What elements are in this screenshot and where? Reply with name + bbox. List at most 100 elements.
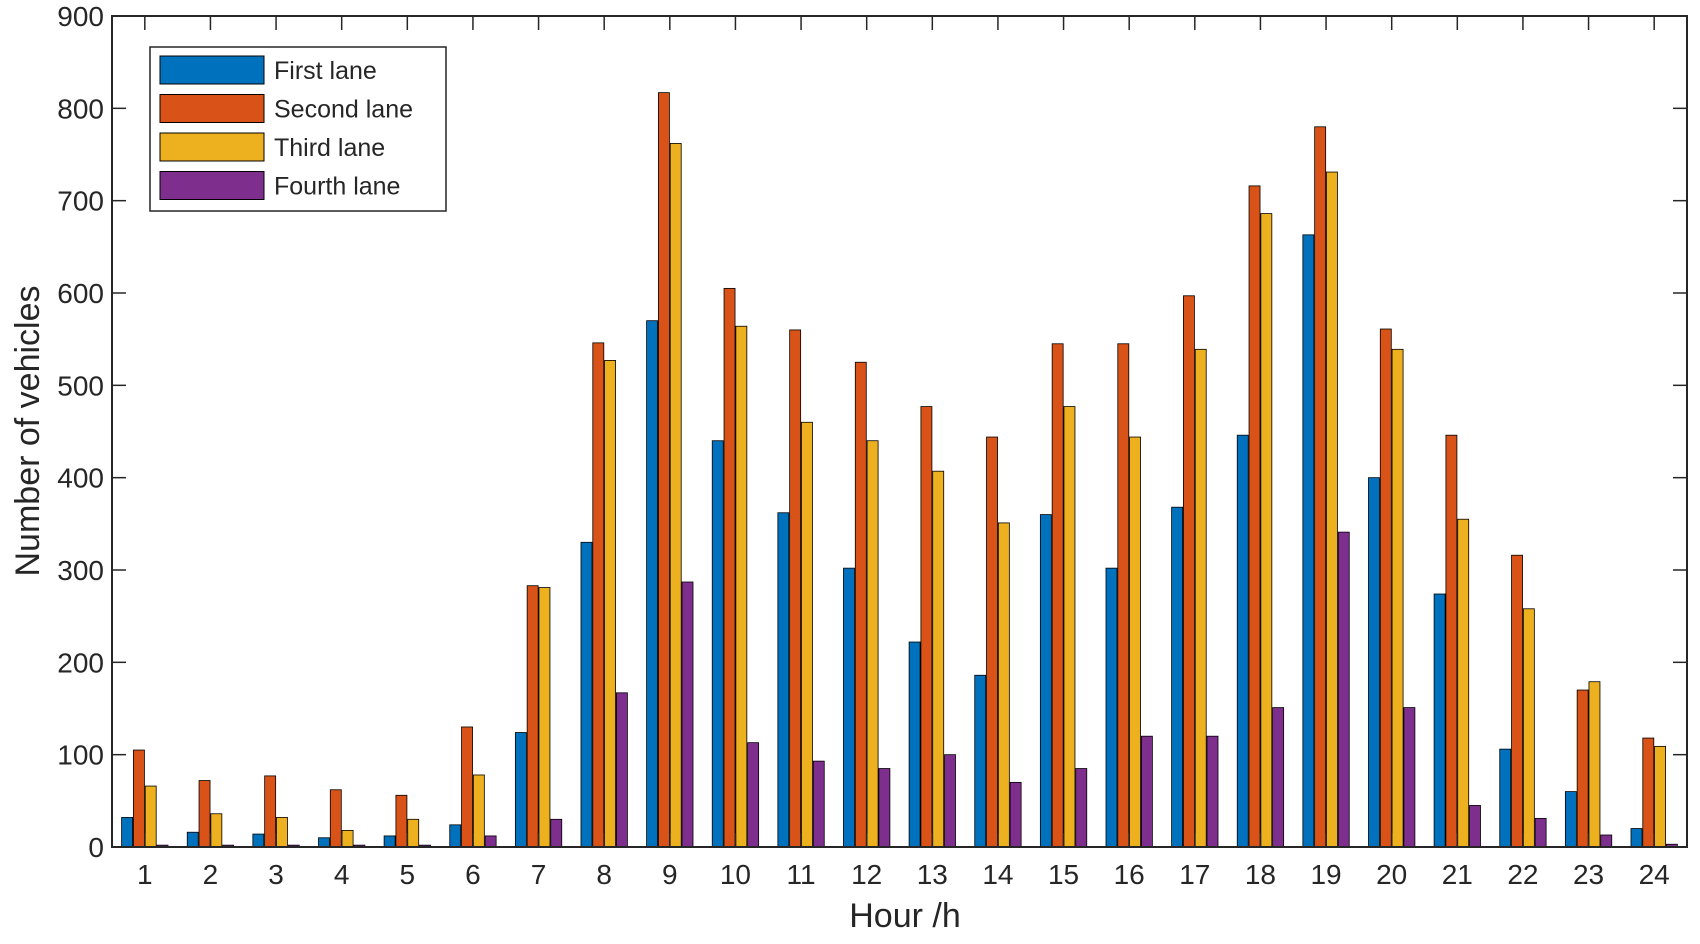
x-axis-label: Hour /h	[849, 897, 961, 935]
bar-series-2-hour-12	[854, 361, 867, 848]
bar-series-3-hour-5	[407, 818, 420, 848]
bar-series-2-hour-17	[1183, 295, 1195, 848]
bar-series-1-hour-21	[1433, 593, 1446, 848]
bar-series-3-hour-21	[1457, 518, 1470, 848]
bar-series-1-hour-9	[646, 320, 659, 848]
bar-series-3-hour-15	[1063, 406, 1076, 848]
bar-series-2-hour-19	[1314, 126, 1327, 848]
bar-series-2-hour-10	[723, 287, 736, 848]
bar-series-2-hour-13	[920, 406, 933, 848]
x-tick-label: 7	[531, 859, 547, 890]
legend-label-1: First lane	[274, 57, 377, 85]
bar-series-3-hour-8	[604, 359, 616, 848]
bar-series-2-hour-15	[1051, 343, 1064, 848]
bar-series-3-hour-9	[669, 143, 682, 848]
x-tick-label: 12	[851, 859, 882, 890]
bar-series-3-hour-2	[210, 813, 223, 848]
bar-series-1-hour-10	[711, 440, 724, 848]
bar-series-2-hour-14	[986, 436, 998, 848]
bar-series-4-hour-9	[681, 581, 694, 848]
bar-series-4-hour-22	[1534, 817, 1547, 848]
bar-series-1-hour-22	[1499, 748, 1512, 848]
bar-series-3-hour-23	[1588, 681, 1601, 848]
bar-series-1-hour-16	[1105, 567, 1118, 848]
x-tick-label: 23	[1573, 859, 1604, 890]
bar-series-1-hour-19	[1302, 234, 1315, 848]
bar-series-4-hour-7	[550, 818, 563, 848]
bar-series-2-hour-20	[1379, 328, 1392, 848]
x-tick-label: 4	[334, 859, 350, 890]
x-axis-ticks: 1 2 3 4 5 6 7 8 9 10 11 12 13 14 15 16 17 18 19 20 21 22 23 24	[137, 16, 1670, 890]
bar-series-3-hour-1	[144, 785, 157, 848]
bar-series-4-hour-14	[1009, 781, 1022, 848]
bar-series-1-hour-15	[1039, 514, 1052, 848]
y-axis-ticks: 0 100 200 300 400 500 600 700 800 900	[57, 1, 1687, 863]
x-tick-label: 6	[465, 859, 481, 890]
legend-swatch-3	[159, 132, 265, 162]
x-tick-label: 15	[1048, 859, 1079, 890]
bar-series-1-hour-17	[1171, 506, 1184, 848]
x-tick-label: 24	[1639, 859, 1670, 890]
bar-series-2-hour-3	[264, 775, 277, 848]
bar-series-3-hour-16	[1129, 436, 1141, 848]
bar-series-4-hour-6	[484, 835, 497, 848]
y-tick-label: 300	[57, 555, 104, 586]
x-tick-label: 11	[787, 859, 816, 890]
bar-series-3-hour-3	[276, 817, 288, 848]
bar-series-4-hour-19	[1337, 531, 1350, 848]
x-tick-label: 19	[1310, 859, 1341, 890]
bar-series-4-hour-8	[615, 692, 628, 848]
bar-series-2-hour-22	[1511, 554, 1523, 848]
bar-series-3-hour-20	[1391, 348, 1404, 848]
legend: First lane Second lane Third lane Fourth la…	[149, 46, 447, 212]
bar-series-1-hour-20	[1368, 477, 1380, 848]
bar-series-2-hour-6	[461, 726, 473, 848]
bar-series-3-hour-19	[1326, 171, 1338, 848]
bar-series-2-hour-9	[658, 92, 670, 848]
bar-series-2-hour-2	[198, 780, 211, 848]
bar-series-4-hour-10	[747, 742, 760, 848]
x-tick-label: 8	[596, 859, 612, 890]
bar-series-2-hour-8	[592, 342, 605, 848]
bar-series-2-hour-21	[1445, 434, 1458, 848]
x-tick-label: 20	[1376, 859, 1407, 890]
y-tick-label: 0	[88, 832, 104, 863]
bar-series-2-hour-24	[1642, 737, 1655, 848]
y-tick-label: 200	[57, 647, 104, 678]
bar-series-1-hour-2	[186, 831, 199, 848]
x-tick-label: 10	[720, 859, 751, 890]
bar-series-2-hour-11	[789, 329, 802, 848]
x-tick-label: 1	[137, 859, 153, 890]
bar-series-2-hour-7	[526, 585, 539, 848]
bar-series-2-hour-18	[1248, 185, 1261, 848]
bar-series-1-hour-4	[318, 837, 330, 848]
bar-series-4-hour-11	[812, 760, 825, 848]
legend-label-2: Second lane	[274, 96, 413, 124]
bar-series-4-hour-23	[1600, 834, 1613, 848]
legend-swatch-2	[159, 94, 265, 123]
bar-series-3-hour-14	[997, 522, 1010, 848]
x-tick-label: 16	[1114, 859, 1145, 890]
bar-series-4-hour-13	[944, 754, 956, 848]
bar-series-2-hour-1	[133, 749, 145, 848]
x-tick-label: 13	[917, 859, 948, 890]
bar-series-4-hour-12	[878, 768, 891, 848]
bar-series-1-hour-13	[908, 641, 921, 848]
plot-area-frame	[111, 15, 1688, 848]
bar-series-4-hour-21	[1469, 805, 1481, 848]
bar-series-1-hour-5	[383, 835, 396, 848]
bar-series-1-hour-23	[1564, 791, 1577, 848]
bar-series-1-hour-7	[514, 732, 527, 848]
legend-swatch-1	[159, 55, 265, 85]
x-tick-label: 2	[203, 859, 219, 890]
y-tick-label: 900	[57, 1, 104, 32]
y-tick-label: 400	[57, 463, 104, 494]
x-tick-label: 22	[1507, 859, 1538, 890]
bar-series-1-hour-1	[121, 817, 134, 848]
y-tick-label: 800	[57, 93, 104, 124]
bar-series-3-hour-6	[472, 774, 485, 848]
bar-series-1-hour-18	[1236, 434, 1249, 848]
x-tick-label: 9	[662, 859, 678, 890]
y-tick-label: 500	[57, 370, 104, 401]
bar-series-1-hour-3	[252, 833, 265, 848]
